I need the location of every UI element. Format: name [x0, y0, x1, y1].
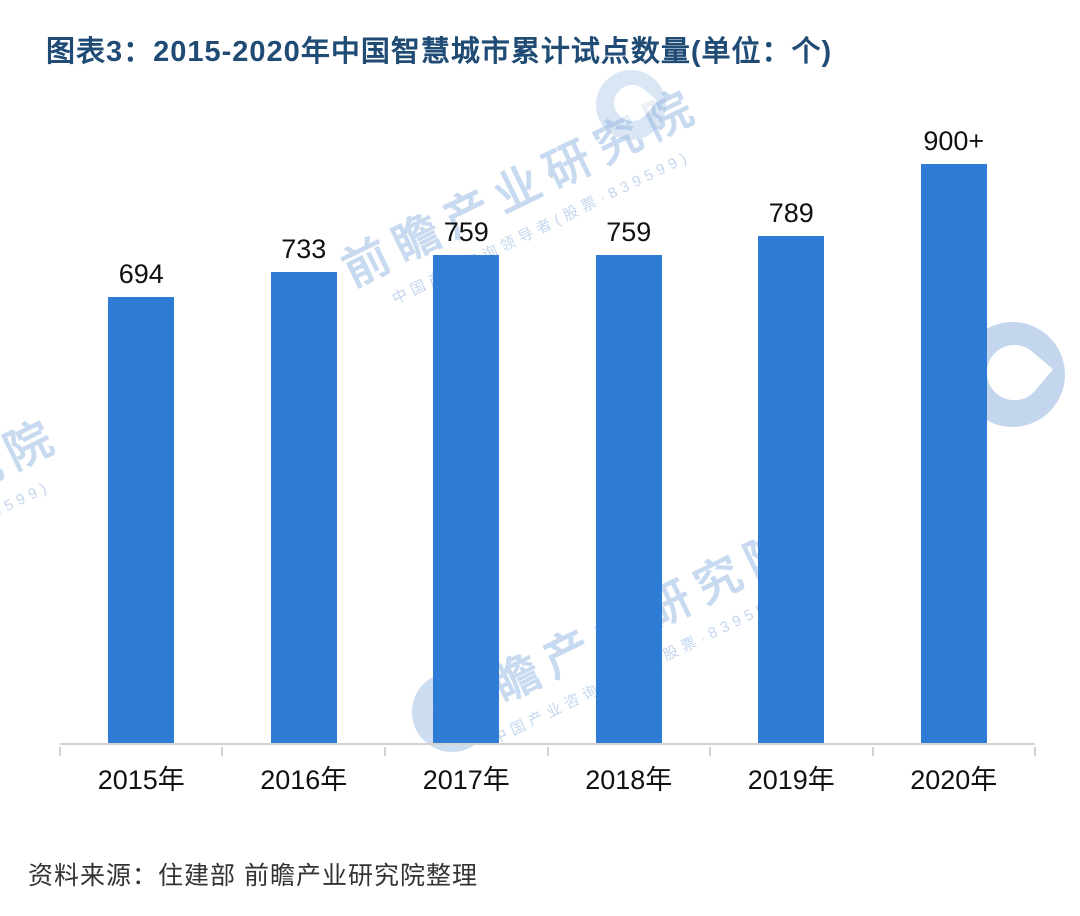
axis-tick	[1034, 747, 1036, 756]
x-axis-ticks	[59, 747, 1036, 757]
bar-2016年	[270, 271, 337, 743]
bar-slot: 733	[223, 100, 386, 743]
axis-tick	[546, 747, 549, 756]
bar-slot: 694	[60, 100, 223, 743]
bar-slot: 789	[710, 100, 873, 743]
x-axis-label: 2020年	[910, 765, 998, 795]
watermark-brand: 前瞻产业研究院	[0, 407, 70, 627]
bar-slot: 759	[385, 100, 548, 743]
x-axis-label: 2019年	[747, 765, 835, 795]
bar-2018年	[595, 254, 662, 743]
bar-value-label: 789	[768, 197, 814, 228]
bar-value-label: 733	[281, 233, 327, 264]
bar-slot: 759	[548, 100, 711, 743]
bar-2019年	[758, 235, 825, 743]
plot-area: 694 733 759 759 789 900+	[60, 100, 1035, 745]
bar-2015年	[108, 296, 175, 743]
bar-value-label: 694	[118, 258, 164, 289]
x-axis-labels: 2015年 2016年 2017年 2018年 2019年 2020年	[60, 758, 1035, 797]
x-axis-label: 2018年	[585, 765, 673, 795]
axis-tick	[708, 747, 711, 756]
axis-tick	[871, 747, 874, 756]
bar-slot: 900+	[873, 100, 1036, 743]
axis-tick	[221, 747, 224, 756]
bar-value-label: 759	[443, 216, 489, 247]
x-axis-label: 2015年	[97, 765, 185, 795]
bar-value-label: 759	[606, 216, 652, 247]
x-axis-label: 2016年	[260, 765, 348, 795]
source-note: 资料来源：住建部 前瞻产业研究院整理	[28, 862, 478, 890]
bar-value-label: 900+	[923, 126, 985, 157]
bar-2017年	[433, 254, 500, 743]
x-axis-label: 2017年	[422, 765, 510, 795]
axis-tick	[383, 747, 386, 756]
bar-2020年	[920, 164, 987, 743]
chart-title: 图表3：2015-2020年中国智慧城市累计试点数量(单位：个)	[46, 36, 833, 68]
axis-tick	[59, 747, 61, 756]
